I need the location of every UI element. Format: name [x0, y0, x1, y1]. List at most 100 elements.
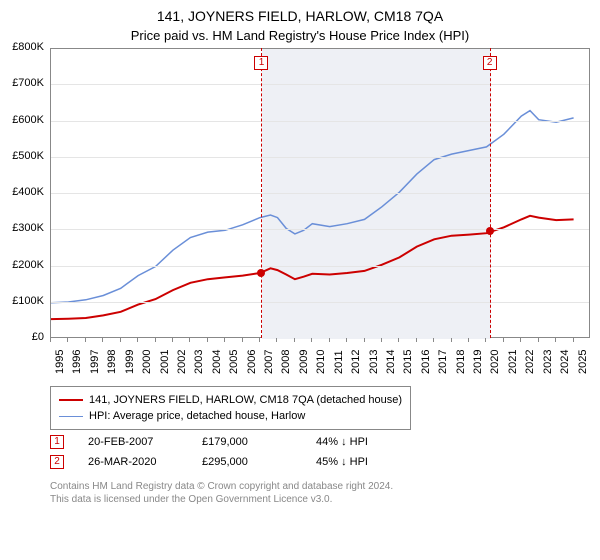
x-tick-label: 2001	[159, 350, 171, 374]
marker-vline	[261, 48, 262, 338]
gridline	[51, 229, 589, 230]
x-tick-mark	[172, 338, 173, 342]
x-tick-mark	[346, 338, 347, 342]
x-tick-mark	[451, 338, 452, 342]
x-tick-label: 2015	[402, 350, 414, 374]
x-tick-label: 2010	[315, 350, 327, 374]
x-tick-label: 2008	[280, 350, 292, 374]
transaction-row: 2 26-MAR-2020 £295,000 45% ↓ HPI	[50, 452, 406, 472]
marker-box: 1	[254, 56, 268, 70]
y-tick-label: £0	[0, 331, 44, 343]
legend-row-price-paid: 141, JOYNERS FIELD, HARLOW, CM18 7QA (de…	[59, 392, 402, 408]
x-tick-label: 2016	[420, 350, 432, 374]
x-tick-label: 2005	[228, 350, 240, 374]
x-tick-label: 2012	[350, 350, 362, 374]
x-tick-label: 2009	[298, 350, 310, 374]
legend-row-hpi: HPI: Average price, detached house, Harl…	[59, 408, 402, 424]
chart-container: 141, JOYNERS FIELD, HARLOW, CM18 7QA Pri…	[0, 0, 600, 560]
x-tick-mark	[329, 338, 330, 342]
x-tick-label: 2017	[437, 350, 449, 374]
y-tick-label: £600K	[0, 114, 44, 126]
marker-box: 2	[483, 56, 497, 70]
transaction-price: £295,000	[202, 456, 292, 468]
y-tick-label: £100K	[0, 295, 44, 307]
x-tick-label: 2000	[141, 350, 153, 374]
x-tick-mark	[50, 338, 51, 342]
transaction-row: 1 20-FEB-2007 £179,000 44% ↓ HPI	[50, 432, 406, 452]
footer-attribution: Contains HM Land Registry data © Crown c…	[50, 480, 393, 506]
x-tick-label: 2013	[368, 350, 380, 374]
marker-vline	[490, 48, 491, 338]
x-tick-mark	[503, 338, 504, 342]
x-tick-mark	[416, 338, 417, 342]
x-tick-label: 1995	[54, 350, 66, 374]
x-tick-label: 2006	[246, 350, 258, 374]
transaction-pct: 45% ↓ HPI	[316, 456, 406, 468]
x-tick-mark	[485, 338, 486, 342]
x-tick-label: 2003	[193, 350, 205, 374]
x-tick-mark	[155, 338, 156, 342]
transaction-date: 26-MAR-2020	[88, 456, 178, 468]
transaction-marker-ref: 1	[50, 435, 64, 449]
x-tick-mark	[573, 338, 574, 342]
marker-point	[486, 227, 494, 235]
x-tick-mark	[224, 338, 225, 342]
x-tick-label: 2004	[211, 350, 223, 374]
y-tick-label: £700K	[0, 77, 44, 89]
y-tick-label: £500K	[0, 150, 44, 162]
x-tick-mark	[520, 338, 521, 342]
legend-swatch-price-paid	[59, 399, 83, 401]
x-tick-mark	[381, 338, 382, 342]
transaction-price: £179,000	[202, 436, 292, 448]
x-tick-label: 2022	[524, 350, 536, 374]
y-tick-label: £400K	[0, 186, 44, 198]
x-tick-mark	[259, 338, 260, 342]
x-tick-label: 2002	[176, 350, 188, 374]
x-tick-label: 2019	[472, 350, 484, 374]
x-tick-mark	[398, 338, 399, 342]
x-tick-label: 2007	[263, 350, 275, 374]
x-tick-mark	[120, 338, 121, 342]
transaction-table: 1 20-FEB-2007 £179,000 44% ↓ HPI 2 26-MAR-202…	[50, 432, 406, 472]
footer-line2: This data is licensed under the Open Gov…	[50, 493, 393, 506]
footer-line1: Contains HM Land Registry data © Crown c…	[50, 480, 393, 493]
gridline	[51, 157, 589, 158]
x-tick-mark	[67, 338, 68, 342]
legend-label-hpi: HPI: Average price, detached house, Harl…	[89, 410, 305, 422]
transaction-pct: 44% ↓ HPI	[316, 436, 406, 448]
x-tick-label: 2020	[489, 350, 501, 374]
x-tick-mark	[364, 338, 365, 342]
gridline	[51, 302, 589, 303]
x-tick-label: 1998	[106, 350, 118, 374]
gridline	[51, 193, 589, 194]
x-tick-mark	[468, 338, 469, 342]
series-price_paid	[51, 216, 574, 319]
legend-swatch-hpi	[59, 416, 83, 417]
gridline	[51, 121, 589, 122]
x-tick-mark	[242, 338, 243, 342]
transaction-date: 20-FEB-2007	[88, 436, 178, 448]
marker-point	[257, 269, 265, 277]
gridline	[51, 84, 589, 85]
x-tick-mark	[85, 338, 86, 342]
y-tick-label: £200K	[0, 259, 44, 271]
x-tick-label: 2024	[559, 350, 571, 374]
x-tick-label: 2011	[333, 350, 345, 374]
x-tick-mark	[433, 338, 434, 342]
x-tick-mark	[294, 338, 295, 342]
x-tick-label: 2014	[385, 350, 397, 374]
x-tick-label: 1997	[89, 350, 101, 374]
x-tick-mark	[207, 338, 208, 342]
chart-title: 141, JOYNERS FIELD, HARLOW, CM18 7QA	[0, 0, 600, 24]
x-tick-label: 2021	[507, 350, 519, 374]
gridline	[51, 266, 589, 267]
legend: 141, JOYNERS FIELD, HARLOW, CM18 7QA (de…	[50, 386, 411, 430]
x-tick-mark	[189, 338, 190, 342]
x-tick-mark	[102, 338, 103, 342]
y-tick-label: £300K	[0, 222, 44, 234]
chart-subtitle: Price paid vs. HM Land Registry's House …	[0, 24, 600, 51]
transaction-marker-ref: 2	[50, 455, 64, 469]
x-tick-mark	[311, 338, 312, 342]
x-tick-label: 2023	[542, 350, 554, 374]
x-tick-label: 1996	[71, 350, 83, 374]
